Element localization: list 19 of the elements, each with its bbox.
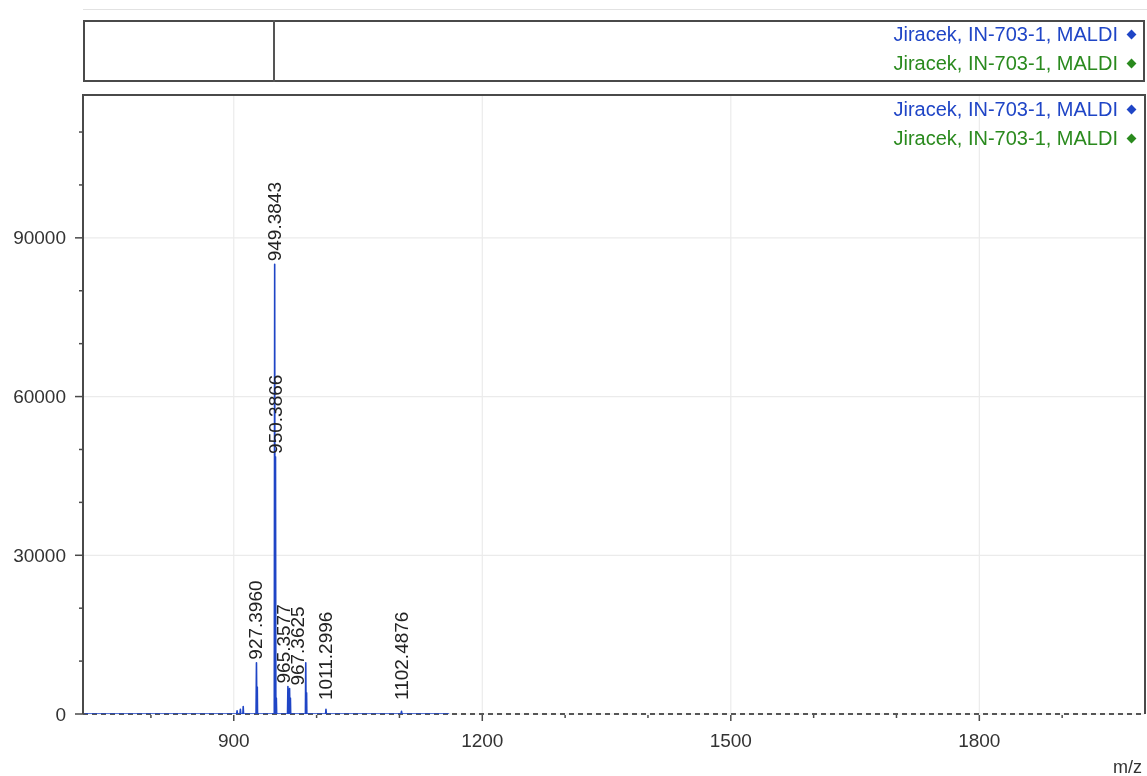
annotation: 949.3843: [263, 182, 285, 262]
annotation: 927.3960: [245, 580, 267, 660]
y-tick-label: 0: [55, 703, 66, 725]
legend-label: Jiracek, IN-703-1, MALDI: [893, 98, 1118, 120]
line-series: [83, 263, 450, 714]
x-tick-label: 1800: [958, 730, 1001, 751]
x-tick-label: 1200: [461, 730, 504, 751]
legend-label: Jiracek, IN-703-1, MALDI: [893, 127, 1118, 149]
y-tick-label: 60000: [13, 386, 66, 408]
x-tick-label: 900: [217, 730, 250, 751]
x-axis-title: m/z: [1113, 757, 1142, 776]
y-tick-label: 30000: [13, 544, 66, 566]
annotation: 1102.4876: [390, 611, 412, 700]
y-tick-label: 90000: [13, 227, 66, 249]
legend-label: Jiracek, IN-703-1, MALDI: [893, 23, 1118, 45]
annotation: 1011.2996: [314, 611, 336, 700]
annotation: 950.3866: [264, 374, 286, 454]
x-tick-label: 1500: [709, 730, 752, 751]
legend-label: Jiracek, IN-703-1, MALDI: [893, 52, 1118, 74]
